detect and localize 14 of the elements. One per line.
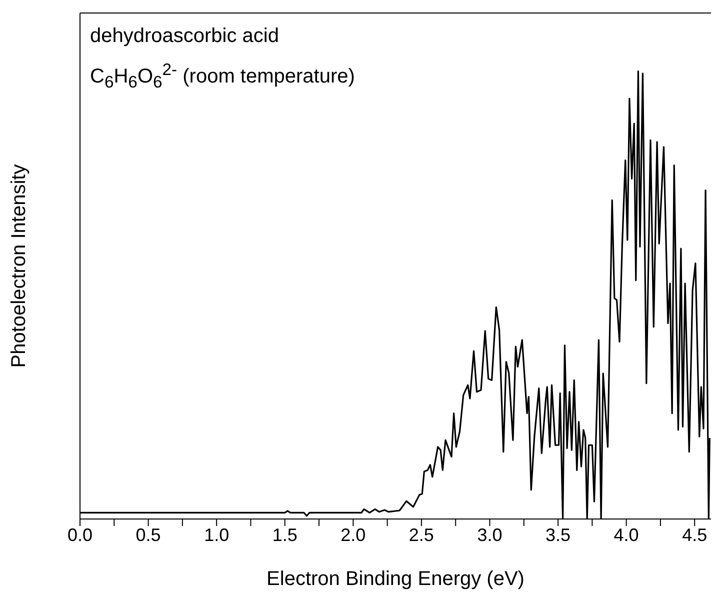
x-tick-label: 4.0 <box>614 524 639 545</box>
x-tick-label: 2.5 <box>408 524 434 545</box>
x-tick-label: 3.5 <box>546 524 571 545</box>
x-tick-label: 4.5 <box>682 524 708 545</box>
x-tick-label: 3.0 <box>477 524 502 545</box>
annotation: C$_{6}$H$_{6}$O$_{6}$$^{2-}$ (room temperature) <box>90 59 355 94</box>
x-axis-title: Electron Binding Energy (eV) <box>266 568 524 590</box>
x-tick-label: 0.5 <box>136 524 161 545</box>
x-tick-label: 0.0 <box>67 524 93 545</box>
text: dehydroascorbic acid <box>90 24 280 49</box>
x-tick-label: 1.5 <box>272 524 298 545</box>
x-tick-label: 2.0 <box>340 524 366 545</box>
x-tick-label: 1.0 <box>204 524 230 545</box>
y-axis-title: Photoelectron Intensity <box>8 164 30 368</box>
